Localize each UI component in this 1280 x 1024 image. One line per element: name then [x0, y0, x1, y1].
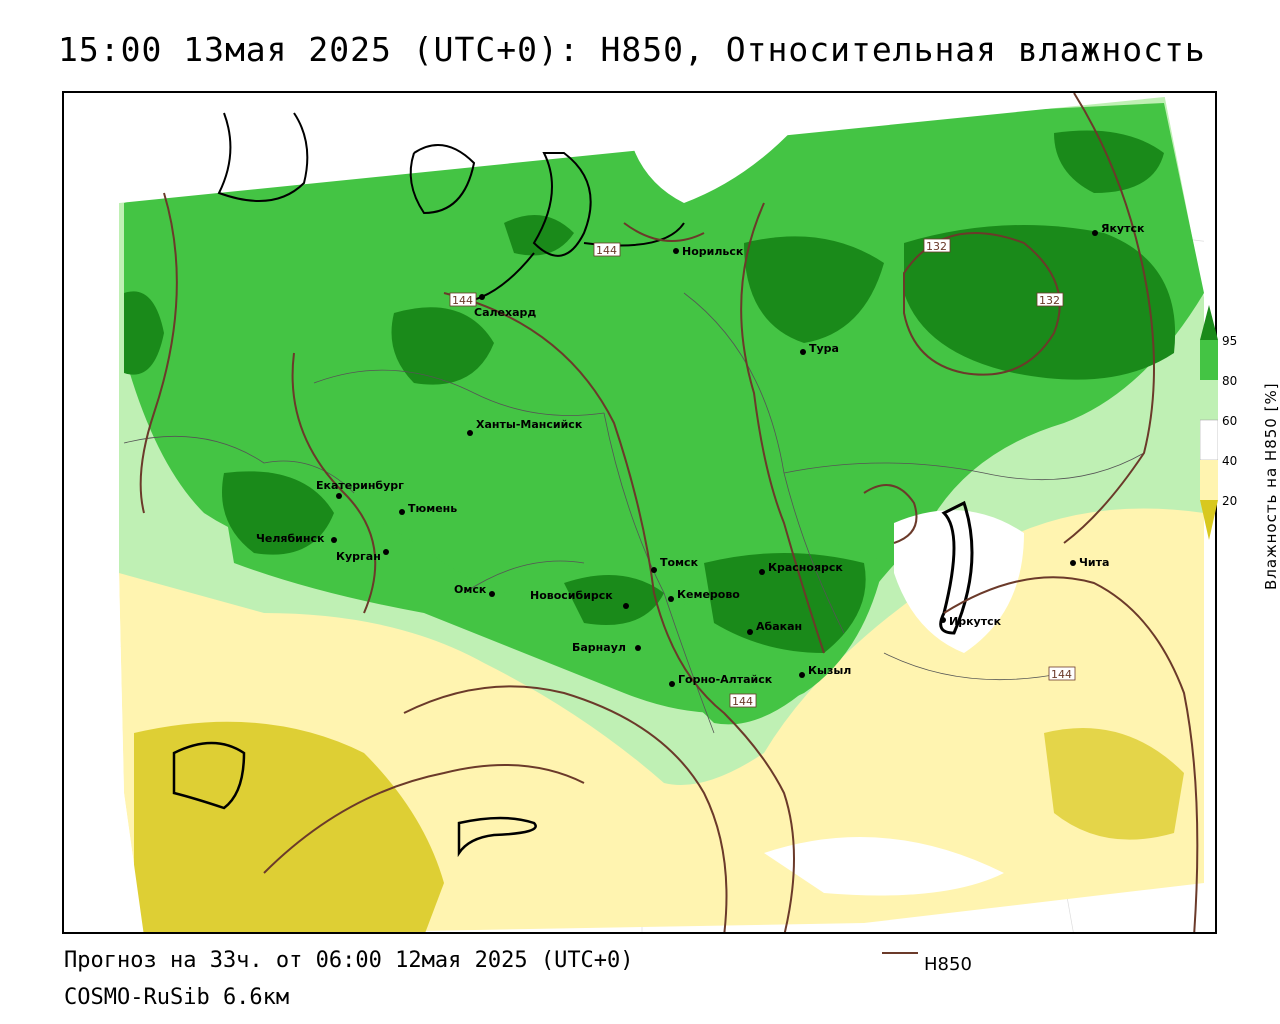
forecast-info: Прогноз на 33ч. от 06:00 12мая 2025 (UTC… — [64, 948, 634, 973]
isoline-label: 144 — [596, 244, 617, 257]
city-label: Иркутск — [949, 615, 1002, 628]
humidity-map: 144 144 132 132 144 144 Якутск Норильск … — [64, 93, 1215, 932]
city-label: Красноярск — [768, 561, 843, 574]
outside-domain — [64, 93, 1215, 932]
isoline-label: 132 — [1039, 294, 1060, 307]
isoline-labels: 144 144 132 132 144 144 — [449, 238, 1076, 708]
map-area: 144 144 132 132 144 144 Якутск Норильск … — [62, 91, 1217, 934]
city-label: Курган — [336, 550, 381, 563]
cities: Якутск Норильск Салехард Тура Ханты-Манс… — [256, 222, 1145, 687]
city-label: Барнаул — [572, 641, 626, 654]
contour-legend-label: H850 — [924, 954, 972, 975]
colorbar-title: Влажность на H850 [%] — [1262, 382, 1280, 590]
colorbar-tick: 20 — [1222, 494, 1238, 508]
city-label: Тюмень — [408, 502, 457, 515]
very-dry-zone — [134, 721, 444, 932]
city-label: Томск — [660, 556, 699, 569]
map-title: 15:00 13мая 2025 (UTC+0): H850, Относите… — [58, 30, 1206, 69]
humidity-colorbar — [1200, 305, 1218, 540]
wet-zone-south — [224, 495, 884, 713]
isoline-label: 144 — [452, 294, 473, 307]
city-label: Якутск — [1101, 222, 1145, 235]
city-label: Ханты-Мансийск — [476, 418, 583, 431]
city-label: Кызыл — [808, 664, 851, 677]
h850-contours — [139, 93, 1199, 932]
city-label: Кемерово — [677, 588, 740, 601]
city-label: Тура — [809, 342, 839, 355]
city-label: Омск — [454, 583, 487, 596]
city-label: Абакан — [756, 620, 802, 633]
city-label: Чита — [1079, 556, 1109, 569]
contour-legend-swatch — [882, 952, 918, 954]
isoline-label: 132 — [926, 240, 947, 253]
model-name: COSMO-RuSib 6.6км — [64, 985, 290, 1010]
city-label: Норильск — [682, 245, 744, 258]
colorbar-tick: 95 — [1222, 334, 1238, 348]
isoline-label: 144 — [1051, 668, 1072, 681]
very-dry-zone-east — [1044, 728, 1184, 840]
city-label: Челябинск — [256, 532, 325, 545]
city-label: Екатеринбург — [316, 479, 404, 492]
city-label: Салехард — [474, 306, 536, 319]
city-label: Новосибирск — [530, 589, 613, 602]
city-label: Горно-Алтайск — [678, 673, 773, 686]
colorbar-tick: 80 — [1222, 374, 1238, 388]
colorbar-tick: 60 — [1222, 414, 1238, 428]
colorbar-tick: 40 — [1222, 454, 1238, 468]
isoline-label: 144 — [732, 695, 753, 708]
